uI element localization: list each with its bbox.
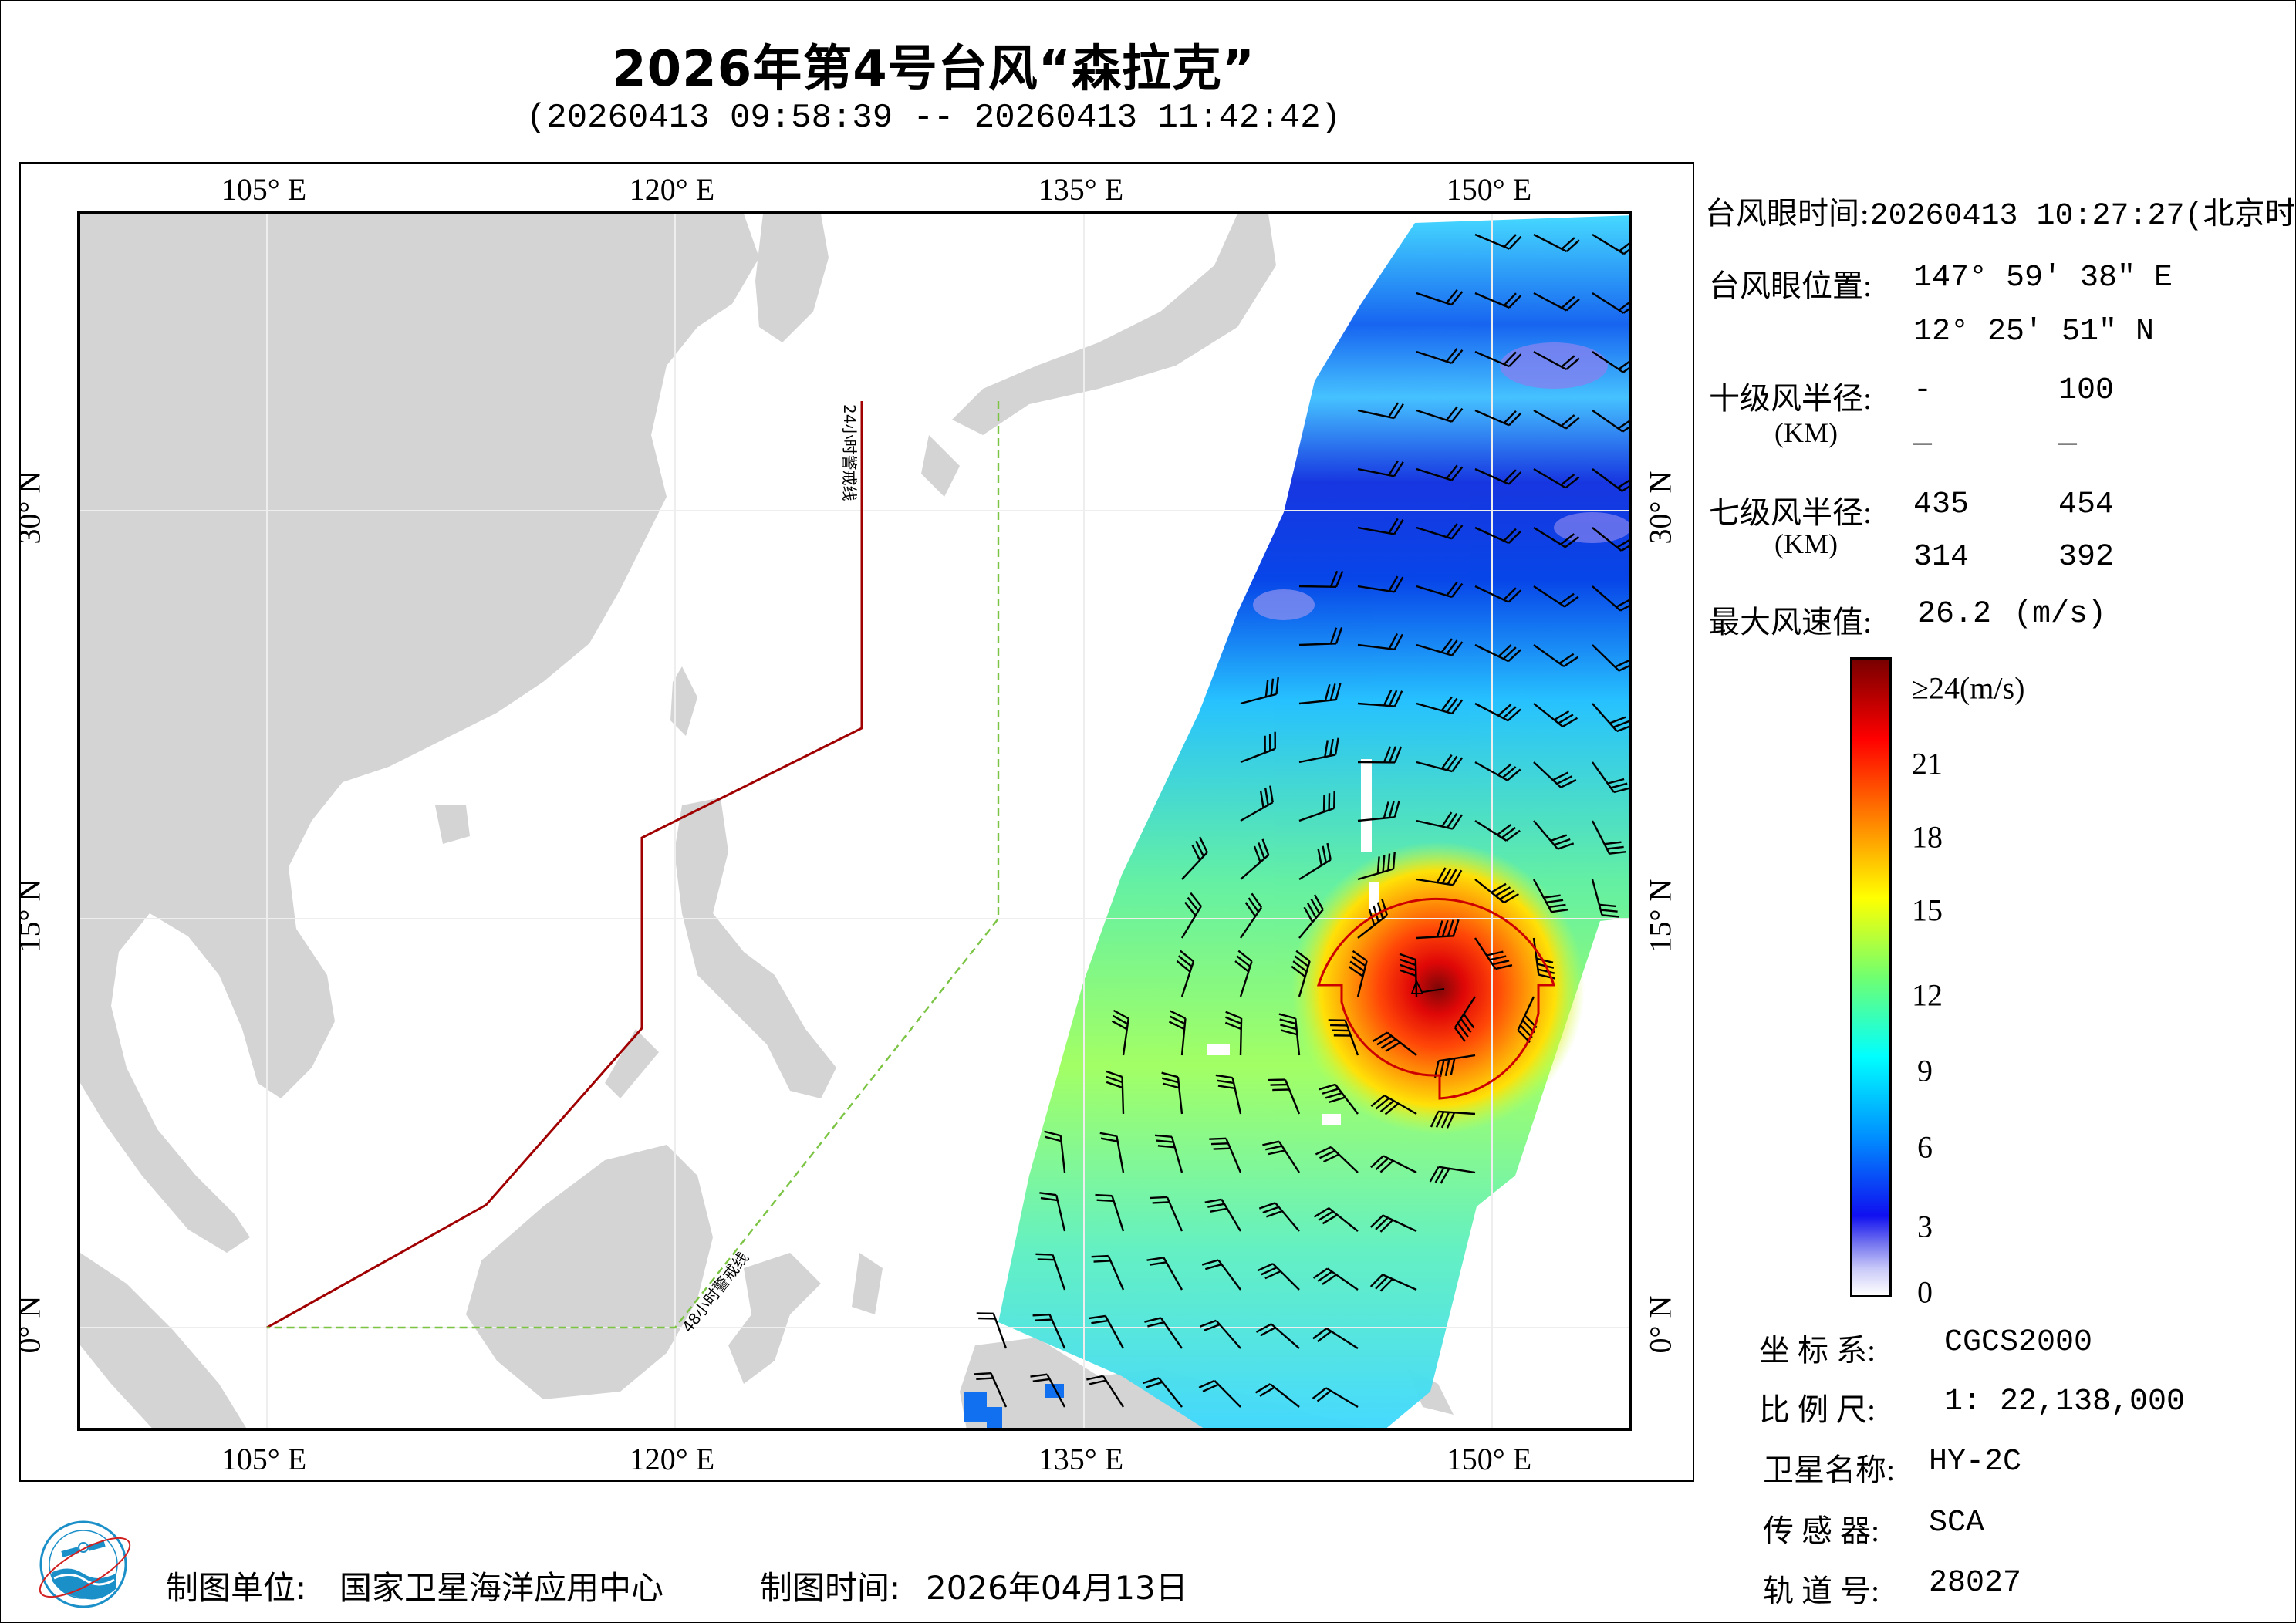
lat-label-right-15: 15° N	[1643, 879, 1678, 953]
swath-specks	[964, 1384, 1064, 1428]
sensor-value: SCA	[1929, 1506, 1985, 1540]
lat-label-left-30: 30° N	[12, 471, 47, 545]
eye-time-row: 台风眼时间:20260413 10:27:27(北京时)	[1705, 188, 2296, 234]
crs-label: 坐 标 系:	[1759, 1333, 1876, 1368]
colorbar-label-0: 0	[1917, 1274, 1933, 1310]
r7-ne: 435	[1913, 488, 1970, 522]
warning-line-24h	[266, 401, 863, 1329]
r10-label: 十级风半径:	[1709, 381, 1872, 416]
eye-time-label: 台风眼时间:	[1705, 196, 1870, 231]
date-value: 2026年04月13日	[926, 1569, 1188, 1607]
colorbar-label-6: 6	[1917, 1129, 1933, 1165]
colorbar-label-18: 18	[1912, 819, 1943, 855]
satellite-label: 卫星名称:	[1763, 1453, 1896, 1487]
orbit-label: 轨 道 号:	[1763, 1574, 1880, 1608]
wind-speed-colorbar	[1850, 657, 1892, 1297]
wind-barbs	[974, 233, 1629, 1409]
lat-label-right-30: 30° N	[1643, 471, 1678, 545]
lon-label-bottom-150: 150° E	[1446, 1442, 1532, 1476]
r10-unit: (KM)	[1774, 417, 1838, 448]
r7-se: 454	[2058, 488, 2115, 522]
lon-label-bottom-105: 105° E	[221, 1442, 307, 1476]
colorbar-label-3: 3	[1917, 1209, 1933, 1244]
typhoon-eye-marker	[1410, 979, 1445, 994]
r10-ne: -	[1913, 373, 1933, 408]
wind-radius-outline	[1316, 897, 1556, 1100]
eye-lat-value: 12° 25′ 51″ N	[1913, 315, 2155, 349]
max-wind-label: 最大风速值:	[1709, 605, 1872, 639]
warning-line-48h	[267, 401, 1000, 1329]
warning-line-24h-label: 24小时警戒线	[840, 404, 859, 501]
colorbar-label-24: ≥24(m/s)	[1912, 670, 2025, 706]
r7-sw: 314	[1913, 540, 1970, 575]
r7-unit: (KM)	[1774, 528, 1838, 559]
colorbar-label-21: 21	[1912, 746, 1943, 781]
max-wind-value: 26.2	[1917, 597, 1992, 632]
scale-value: 1: 22,138,000	[1944, 1385, 2186, 1419]
nsoas-logo-icon	[39, 1520, 131, 1608]
r10-se: 100	[2058, 373, 2115, 408]
lon-label-top-135: 135° E	[1038, 172, 1124, 207]
satellite-value: HY-2C	[1929, 1445, 2022, 1480]
lon-label-top-120: 120° E	[629, 172, 715, 207]
producer-value: 国家卫星海洋应用中心	[339, 1569, 664, 1607]
orbit-value: 28027	[1929, 1566, 2022, 1601]
scale-label: 比 例 尺:	[1759, 1392, 1876, 1427]
colorbar-label-12: 12	[1912, 977, 1943, 1013]
lon-label-bottom-120: 120° E	[629, 1442, 715, 1476]
crs-value: CGCS2000	[1944, 1325, 2093, 1360]
sensor-label: 传 感 器:	[1763, 1513, 1880, 1548]
eye-lon-value: 147° 59′ 38″ E	[1913, 261, 2173, 295]
lat-label-right-0: 0° N	[1643, 1295, 1678, 1354]
wind-swath	[998, 215, 1629, 1428]
colorbar-label-15: 15	[1912, 892, 1943, 928]
map-title: 2026年第4号台风“森拉克”	[612, 41, 1255, 98]
r7-nw: 392	[2058, 540, 2115, 575]
lon-label-top-150: 150° E	[1446, 172, 1532, 207]
eye-time-value: 20260413 10:27:27(北京时)	[1869, 199, 2296, 234]
max-wind-unit: (m/s)	[2014, 597, 2107, 632]
date-label: 制图时间:	[760, 1569, 901, 1607]
r10-sw: _	[1913, 417, 1933, 451]
lon-label-bottom-135: 135° E	[1038, 1442, 1124, 1476]
map-svg: 24小时警戒线 48小时警戒线	[80, 214, 1629, 1428]
land-layer	[80, 214, 1454, 1428]
time-range-subtitle: (20260413 09:58:39 -- 20260413 11:42:42)	[525, 99, 1342, 137]
map-canvas[interactable]: 24小时警戒线 48小时警戒线	[77, 211, 1632, 1431]
r10-nw: _	[2058, 417, 2078, 451]
r7-label: 七级风半径:	[1709, 495, 1872, 530]
colorbar-label-9: 9	[1917, 1053, 1933, 1088]
lat-label-left-15: 15° N	[12, 879, 47, 953]
lon-label-top-105: 105° E	[221, 172, 307, 207]
lat-label-left-0: 0° N	[12, 1295, 47, 1354]
map-outer-frame	[19, 162, 1694, 1482]
producer-label: 制图单位:	[166, 1569, 307, 1607]
eye-pos-label: 台风眼位置:	[1709, 268, 1872, 303]
